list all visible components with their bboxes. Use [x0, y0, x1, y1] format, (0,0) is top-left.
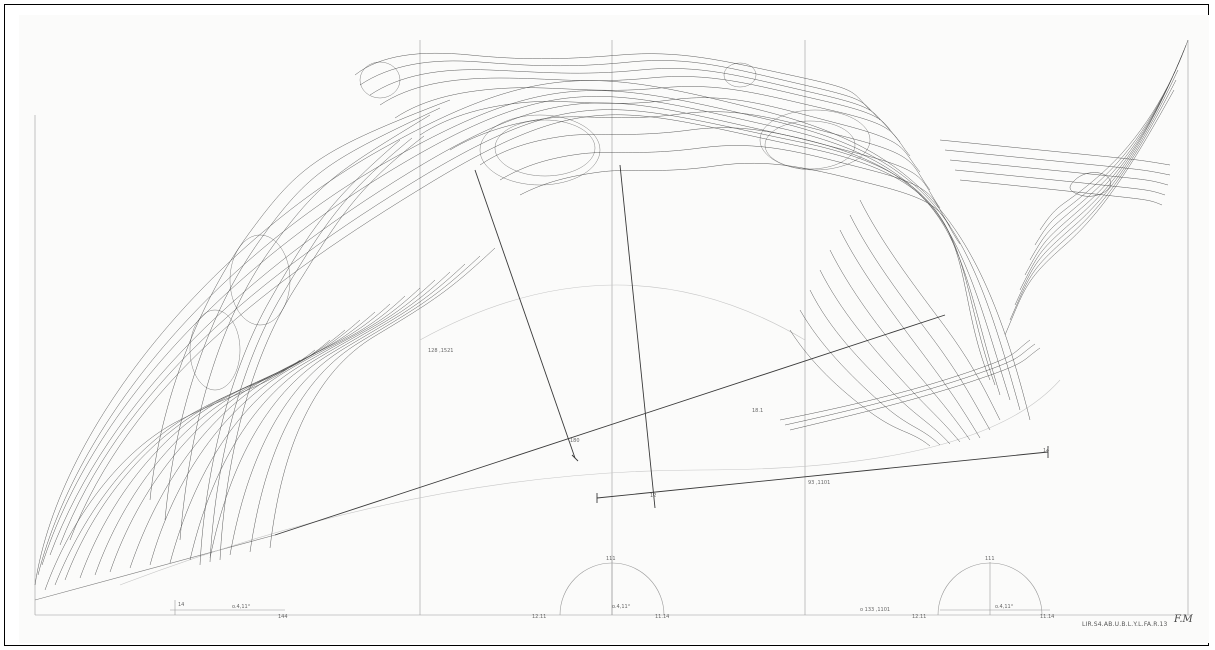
small-annotations: 128 ,1521 180 12 93 ,1101 18.1 o.4,11° o… [178, 348, 1054, 620]
svg-text:11.14: 11.14 [1040, 614, 1054, 620]
caption-text: LIR.S4.AB.U.B.L.Y.L.FA.R.13 [1082, 621, 1168, 628]
svg-text:93 ,1101: 93 ,1101 [808, 480, 830, 486]
svg-text:111: 111 [985, 556, 995, 562]
svg-text:18.1: 18.1 [752, 408, 763, 414]
svg-text:12: 12 [650, 493, 656, 499]
gesture-strokes [34, 39, 1189, 591]
svg-text:14: 14 [1043, 448, 1049, 454]
svg-text:o.4,11°: o.4,11° [995, 604, 1014, 610]
svg-text:180: 180 [570, 438, 580, 444]
svg-text:14: 14 [178, 602, 184, 608]
image-frame [4, 4, 1209, 646]
dense-shading [189, 61, 871, 391]
svg-text:12.11: 12.11 [912, 614, 926, 620]
svg-text:128 ,1521: 128 ,1521 [428, 348, 453, 354]
paper-sheet [19, 15, 1209, 643]
svg-text:o.4,11°: o.4,11° [232, 604, 251, 610]
svg-text:144: 144 [278, 614, 288, 620]
svg-text:11.14: 11.14 [655, 614, 669, 620]
construction-lines [34, 40, 1190, 616]
svg-text:12.11: 12.11 [532, 614, 546, 620]
svg-text:o 133 ,1101: o 133 ,1101 [860, 607, 890, 613]
measure-lines [274, 164, 1049, 536]
svg-text:111: 111 [606, 556, 616, 562]
svg-text:o.4,11°: o.4,11° [612, 604, 631, 610]
signature: F.M [1174, 614, 1193, 625]
